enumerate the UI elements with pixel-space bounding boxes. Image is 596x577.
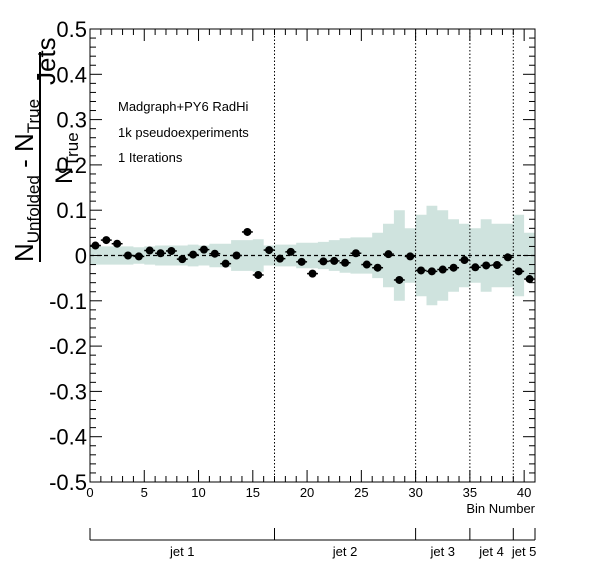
data-point-29 [406,252,415,261]
data-point-33 [449,263,458,272]
jet-group-axis: jet 1 jet 2 jet 3 jet 4 jet 5 [89,528,537,559]
data-point-6 [156,249,165,258]
data-point-36 [482,261,491,270]
data-point-32 [438,265,447,274]
y-axis-title-numerator: NUnfolded - NTrue [9,99,43,262]
data-point-30 [417,266,426,275]
uncertainty-band-area [90,205,535,306]
data-point-2 [113,239,122,248]
data-point-38 [503,253,512,262]
data-points [90,227,535,284]
data-point-17 [275,254,284,263]
jet-group-label-0: jet 1 [169,544,195,559]
data-point-18 [286,247,295,256]
y-axis-title-jets: Jets [31,37,61,85]
uncertainty-band [90,205,535,306]
y-axis-title-denominator: NTrue [51,132,82,184]
data-point-14 [243,227,252,236]
data-point-28 [395,275,404,284]
y-axis-title: NUnfolded - NTrue NTrue Jets [9,37,82,262]
data-point-37 [493,261,502,270]
data-point-39 [514,267,523,276]
jet-group-label-2: jet 3 [429,544,455,559]
y-tick-label-3: -0.2 [49,334,87,359]
axes: -0.5 -0.4 -0.3 -0.2 -0.1 0 0.1 0.2 0.3 0.4 0.5 0 5 10… [49,17,536,500]
data-point-3 [123,251,132,260]
x-tick-label-7: 35 [463,485,477,500]
data-point-13 [232,251,241,260]
y-title-minus: - N [9,133,39,175]
data-point-27 [384,250,393,259]
data-point-12 [221,259,230,268]
y-tick-label-6: 0.1 [56,198,87,223]
data-point-11 [210,249,219,258]
data-point-21 [319,257,328,266]
jet-group-label-4: jet 5 [511,544,537,559]
y-tick-label-4: -0.1 [49,289,87,314]
data-point-5 [145,246,154,255]
x-tick-label-1: 5 [141,485,148,500]
y-tick-label-1: -0.4 [49,425,87,450]
jet-group-label-1: jet 2 [332,544,358,559]
data-point-8 [178,255,187,264]
data-point-35 [471,263,480,272]
data-point-20 [308,269,317,278]
y-title-n: N [9,243,39,262]
data-point-10 [199,245,208,254]
annotation-block: Madgraph+PY6 RadHi 1k pseudoexperiments … [118,99,249,165]
x-tick-label-8: 40 [517,485,531,500]
annotation-iterations: 1 Iterations [118,150,183,165]
data-point-22 [330,256,339,265]
jet-group-label-3: jet 4 [478,544,504,559]
y-tick-label-0: -0.5 [49,470,87,495]
x-tick-label-3: 15 [246,485,260,500]
annotation-sample: Madgraph+PY6 RadHi [118,99,249,114]
data-point-23 [341,258,350,267]
x-tick-label-4: 20 [300,485,314,500]
y-title-denom-sub: True [63,132,82,166]
data-point-19 [297,257,306,266]
data-point-0 [91,241,100,250]
x-axis-title: Bin Number [466,501,535,516]
data-point-7 [167,246,176,255]
y-title-sub-unfolded: Unfolded [24,175,43,243]
data-point-31 [427,267,436,276]
data-point-34 [460,256,469,265]
data-point-25 [362,260,371,269]
y-tick-label-7: 0.2 [56,153,87,178]
data-point-26 [373,263,382,272]
data-point-16 [265,246,274,255]
data-point-15 [254,270,263,279]
y-title-sub-true: True [24,99,43,133]
data-point-40 [525,275,534,284]
x-tick-label-5: 25 [354,485,368,500]
x-tick-label-6: 30 [408,485,422,500]
y-tick-label-8: 0.3 [56,108,87,133]
y-tick-label-9: 0.4 [56,62,87,87]
data-point-1 [102,236,111,245]
data-point-24 [351,249,360,258]
y-title-denom-n: N [51,167,78,184]
annotation-pseudoexperiments: 1k pseudoexperiments [118,125,249,140]
data-point-9 [189,250,198,259]
y-tick-label-5: 0 [75,244,87,269]
x-tick-label-0: 0 [86,485,93,500]
x-tick-label-2: 10 [191,485,205,500]
y-tick-label-2: -0.3 [49,379,87,404]
y-tick-label-10: 0.5 [56,17,87,42]
data-point-4 [134,252,143,261]
